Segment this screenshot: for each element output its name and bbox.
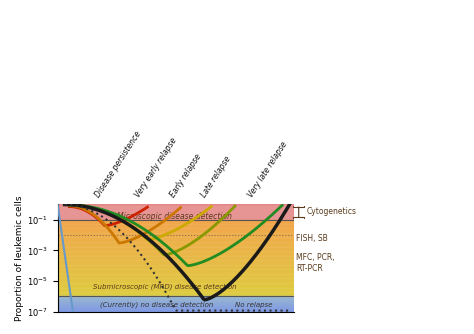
Bar	[57, 288, 294, 289]
Bar	[57, 228, 294, 230]
Text: Submicroscopic (MRD) disease detection: Submicroscopic (MRD) disease detection	[93, 284, 237, 291]
Text: (Currently) no disease detection: (Currently) no disease detection	[100, 302, 213, 308]
Bar	[57, 223, 294, 225]
Bar	[57, 265, 294, 266]
Text: Cytogenetics: Cytogenetics	[307, 207, 357, 216]
Bar	[57, 252, 294, 253]
Bar	[57, 219, 294, 221]
Bar	[57, 258, 294, 259]
Bar	[57, 259, 294, 261]
Bar	[57, 254, 294, 256]
Bar	[57, 266, 294, 267]
Bar	[57, 256, 294, 257]
Text: Late relapse: Late relapse	[200, 154, 233, 199]
Bar	[57, 299, 294, 300]
Bar	[57, 300, 294, 301]
Bar	[57, 257, 294, 258]
Bar	[57, 221, 294, 222]
Bar	[57, 240, 294, 241]
Text: MFC, PCR,
RT-PCR: MFC, PCR, RT-PCR	[296, 253, 335, 273]
Bar	[57, 284, 294, 285]
Bar	[57, 226, 294, 227]
Bar	[57, 237, 294, 239]
Bar	[57, 261, 294, 262]
Bar	[57, 291, 294, 293]
Bar	[57, 234, 294, 235]
Bar	[57, 250, 294, 252]
Bar	[57, 308, 294, 309]
Bar	[57, 231, 294, 232]
Bar	[57, 297, 294, 298]
Text: Very early relapse: Very early relapse	[133, 136, 179, 199]
Bar	[57, 245, 294, 246]
Bar	[57, 239, 294, 240]
Bar	[57, 295, 294, 297]
Bar	[57, 249, 294, 250]
Bar	[57, 281, 294, 282]
Bar	[57, 227, 294, 228]
Bar	[57, 244, 294, 245]
Bar	[57, 262, 294, 263]
Bar	[57, 302, 294, 303]
Bar	[57, 222, 294, 223]
Bar	[57, 311, 294, 312]
Bar	[57, 275, 294, 276]
Bar	[57, 230, 294, 231]
Bar	[57, 276, 294, 277]
Bar	[57, 273, 294, 275]
Bar	[57, 204, 294, 219]
Bar	[57, 277, 294, 279]
Bar	[57, 290, 294, 291]
Bar	[57, 303, 294, 304]
Text: FISH, SB: FISH, SB	[296, 234, 328, 243]
Bar	[57, 246, 294, 248]
Bar	[57, 253, 294, 254]
Bar	[57, 294, 294, 295]
Bar	[57, 242, 294, 244]
Bar	[57, 309, 294, 310]
Bar	[57, 235, 294, 236]
Bar	[57, 232, 294, 234]
Bar	[57, 293, 294, 294]
Bar	[57, 282, 294, 284]
Bar	[57, 289, 294, 290]
Bar	[57, 225, 294, 226]
Bar	[57, 271, 294, 272]
Bar	[57, 306, 294, 307]
Text: Early relapse: Early relapse	[169, 152, 203, 199]
Bar	[57, 310, 294, 311]
Bar	[57, 268, 294, 270]
Text: Microscopic disease detection: Microscopic disease detection	[117, 211, 232, 220]
Bar	[57, 285, 294, 286]
Bar	[57, 304, 294, 305]
Bar	[57, 307, 294, 308]
Bar	[57, 301, 294, 302]
Bar	[57, 267, 294, 268]
Bar	[57, 305, 294, 306]
Bar	[57, 298, 294, 299]
Text: No relapse: No relapse	[235, 302, 273, 308]
Bar	[57, 280, 294, 281]
Y-axis label: Proportion of leukemic cells: Proportion of leukemic cells	[15, 195, 24, 321]
Bar	[57, 270, 294, 271]
Bar	[57, 236, 294, 237]
Bar	[57, 279, 294, 280]
Bar	[57, 286, 294, 288]
Text: Very late relapse: Very late relapse	[246, 140, 290, 199]
Bar	[57, 263, 294, 265]
Text: Disease persistence: Disease persistence	[93, 129, 143, 199]
Bar	[57, 241, 294, 242]
Bar	[57, 248, 294, 249]
Bar	[57, 272, 294, 273]
